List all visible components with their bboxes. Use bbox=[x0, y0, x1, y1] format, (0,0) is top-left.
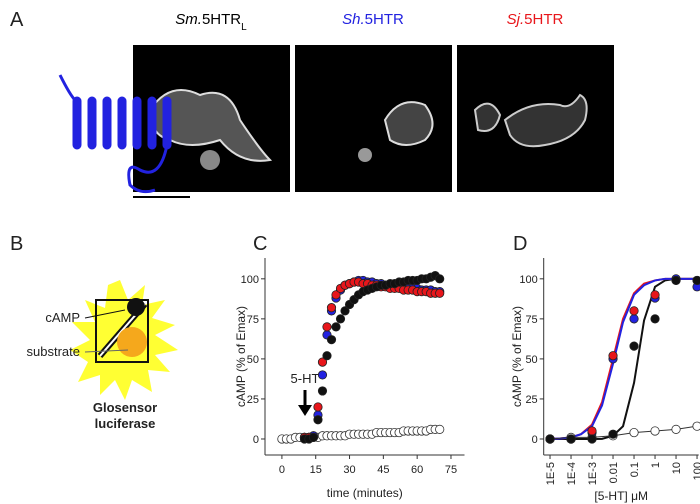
data-point bbox=[629, 306, 639, 316]
micrograph-title: Sj.5HTR bbox=[507, 11, 564, 28]
label: substrate bbox=[27, 344, 80, 359]
y-axis-label: cAMP (% of Emax) bbox=[510, 306, 524, 407]
x-tick-label: 15 bbox=[310, 464, 322, 476]
data-point bbox=[629, 314, 639, 324]
data-point bbox=[608, 429, 618, 439]
y-tick-label: 0 bbox=[532, 434, 538, 446]
data-point bbox=[326, 303, 337, 313]
substrate-dot bbox=[117, 327, 147, 357]
label: cAMP bbox=[45, 310, 80, 325]
x-axis-label: time (minutes) bbox=[327, 486, 403, 500]
species: Sm. bbox=[175, 11, 202, 28]
arrow bbox=[84, 309, 126, 319]
data-point bbox=[322, 322, 332, 332]
x-tick-label: 100 bbox=[692, 462, 700, 480]
y-tick-label: 25 bbox=[247, 394, 259, 406]
data-point bbox=[313, 415, 323, 425]
data-point bbox=[435, 274, 445, 284]
y-tick-label: 50 bbox=[525, 354, 537, 366]
y-tick-label: 100 bbox=[241, 274, 259, 286]
species: Sj. bbox=[507, 11, 525, 28]
x-tick-label: 60 bbox=[411, 464, 423, 476]
data-point bbox=[313, 402, 323, 412]
x-tick-label: 1 bbox=[650, 462, 662, 468]
data-point bbox=[317, 386, 328, 396]
label: Glosensor bbox=[93, 400, 157, 415]
gene: 5HTR bbox=[202, 11, 241, 28]
panel-label: B bbox=[10, 233, 23, 255]
x-tick-label: 1E-5 bbox=[545, 462, 557, 485]
micrograph bbox=[295, 45, 452, 192]
annotation: 5-HT bbox=[291, 371, 320, 386]
y-tick-label: 25 bbox=[525, 394, 537, 406]
data-point bbox=[692, 275, 700, 286]
data-point bbox=[671, 424, 681, 434]
fit-curve bbox=[549, 277, 698, 440]
data-point bbox=[629, 341, 639, 351]
receptor bbox=[58, 74, 172, 194]
gene: 5HTR bbox=[524, 11, 563, 28]
box bbox=[95, 299, 149, 363]
data-point bbox=[629, 427, 639, 438]
y-tick-label: 100 bbox=[519, 274, 537, 286]
data-point bbox=[326, 335, 337, 345]
panel-label: C bbox=[253, 233, 267, 255]
data-point bbox=[331, 322, 341, 332]
data-point bbox=[335, 314, 346, 324]
arrow bbox=[84, 349, 129, 353]
x-tick-label: 0.1 bbox=[629, 462, 641, 477]
micrograph-title: Sm.5HTRL bbox=[175, 11, 247, 33]
x-tick-label: 1E-3 bbox=[587, 462, 599, 485]
data-point bbox=[650, 426, 660, 436]
data-point bbox=[317, 370, 328, 380]
x-tick-label: 30 bbox=[343, 464, 355, 476]
data-point bbox=[435, 288, 445, 298]
data-point bbox=[608, 351, 618, 361]
data-point bbox=[545, 434, 555, 444]
data-point bbox=[587, 426, 597, 436]
y-tick-label: 75 bbox=[525, 314, 537, 326]
panel-label: A bbox=[10, 9, 24, 31]
data-point bbox=[650, 314, 660, 324]
x-tick-label: 1E-4 bbox=[566, 462, 578, 485]
data-point bbox=[435, 424, 445, 434]
data-point bbox=[692, 421, 700, 431]
x-tick-label: 0.01 bbox=[608, 462, 620, 483]
x-tick-label: 45 bbox=[377, 464, 389, 476]
y-tick-label: 0 bbox=[253, 434, 259, 446]
y-tick-label: 50 bbox=[247, 354, 259, 366]
data-point bbox=[566, 434, 576, 444]
x-tick-label: 75 bbox=[445, 464, 457, 476]
data-point bbox=[671, 275, 681, 286]
gene: 5HTR bbox=[365, 11, 404, 28]
data-point bbox=[322, 351, 332, 361]
data-point bbox=[650, 290, 660, 300]
panel-label: D bbox=[513, 233, 527, 255]
data-point bbox=[331, 290, 341, 300]
micrograph bbox=[457, 45, 614, 192]
data-point bbox=[587, 434, 597, 444]
x-axis-label: [5-HT] μM bbox=[594, 489, 648, 503]
y-tick-label: 75 bbox=[247, 314, 259, 326]
y-axis-label: cAMP (% of Emax) bbox=[234, 306, 248, 407]
arrow-head bbox=[298, 405, 312, 416]
camp-dot bbox=[127, 298, 145, 316]
label: luciferase bbox=[95, 416, 156, 431]
subscript: L bbox=[241, 22, 247, 33]
data-point bbox=[340, 306, 350, 316]
data-point bbox=[308, 432, 319, 442]
x-tick-label: 10 bbox=[671, 462, 683, 474]
fit-curve bbox=[550, 277, 698, 440]
fit-curve bbox=[549, 277, 698, 440]
x-tick-label: 0 bbox=[279, 464, 285, 476]
micrograph-title: Sh.5HTR bbox=[342, 11, 404, 28]
data-point bbox=[317, 357, 328, 367]
species: Sh. bbox=[342, 11, 365, 28]
